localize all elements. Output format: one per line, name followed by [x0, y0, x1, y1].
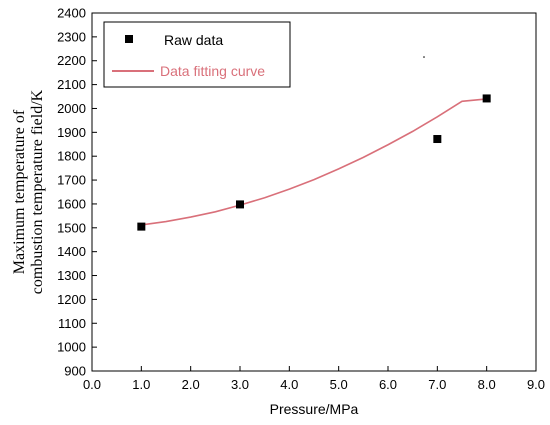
x-tick-label: 6.0	[379, 377, 397, 392]
y-tick-label: 1000	[57, 340, 86, 355]
legend-marker-raw-data	[125, 35, 133, 43]
x-tick-label: 4.0	[280, 377, 298, 392]
y-tick-label: 2200	[57, 53, 86, 68]
y-axis-title-line-2: combustion temperature field/K	[29, 89, 46, 294]
y-tick-label: 1700	[57, 173, 86, 188]
x-axis: 0.0 1.0 2.0 3.0 4.0 5.0 6.0 7.0 8.0 9.0	[83, 366, 545, 392]
data-point	[482, 94, 491, 103]
y-tick-label: 1900	[57, 125, 86, 140]
data-point	[433, 135, 442, 144]
x-tick-label: 8.0	[478, 377, 496, 392]
y-tick-label: 1500	[57, 220, 86, 235]
y-axis-title: Maximum temperature of combustion temper…	[11, 89, 46, 294]
x-tick-label: 2.0	[182, 377, 200, 392]
y-tick-label: 2000	[57, 101, 86, 116]
x-tick-label: 0.0	[83, 377, 101, 392]
x-axis-title: Pressure/MPa	[270, 401, 359, 417]
y-tick-label: 1800	[57, 149, 86, 164]
y-tick-label: 1600	[57, 196, 86, 211]
fit-curve-line	[141, 98, 487, 226]
y-tick-label: 2300	[57, 29, 86, 44]
y-tick-label: 900	[64, 364, 86, 379]
legend-label-fit: Data fitting curve	[160, 63, 265, 79]
y-tick-label: 1100	[58, 316, 86, 331]
series-layer	[137, 94, 491, 231]
y-axis-title-line-1: Maximum temperature of	[11, 109, 28, 274]
legend: Raw data Data fitting curve	[103, 21, 291, 88]
y-tick-label: 2400	[57, 6, 86, 21]
y-tick-label: 1400	[57, 244, 86, 259]
y-tick-label: 2100	[57, 77, 86, 92]
x-tick-label: 3.0	[231, 377, 249, 392]
x-tick-label: 9.0	[527, 377, 545, 392]
y-axis: 900 1000 1100 1200 1300 1400 1500 1600 1700 1800 1…	[57, 6, 97, 379]
data-point	[137, 222, 146, 231]
y-tick-label: 1300	[57, 268, 86, 283]
x-tick-label: 5.0	[330, 377, 348, 392]
x-tick-label: 1.0	[132, 377, 150, 392]
legend-label-raw-data: Raw data	[164, 32, 223, 48]
y-tick-label: 1200	[57, 292, 86, 307]
plot-frame	[91, 12, 537, 372]
x-tick-label: 7.0	[428, 377, 446, 392]
legend-box	[103, 21, 291, 88]
data-point	[236, 200, 244, 209]
stray-dot	[423, 56, 425, 58]
